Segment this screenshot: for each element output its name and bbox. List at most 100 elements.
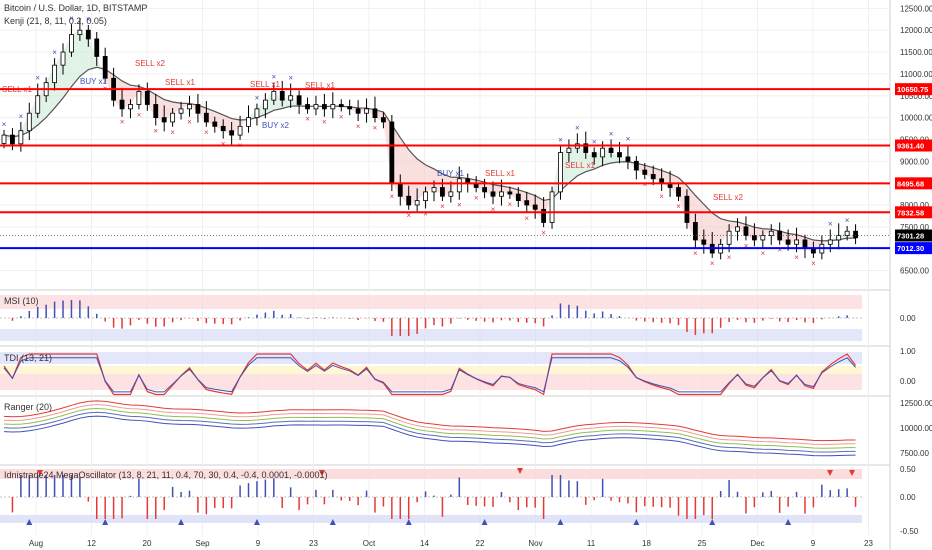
x-tick-label: Sep	[195, 539, 210, 548]
candle-body	[212, 121, 218, 127]
candle-body	[296, 95, 302, 105]
price-level-tag	[895, 83, 932, 96]
candle-body	[768, 230, 774, 236]
candle-body	[827, 239, 833, 245]
candle-body	[321, 104, 327, 110]
signal-label: BUY x1	[437, 169, 465, 178]
y-tick-label: 11000.00	[900, 70, 932, 79]
y-tick-label: 12000.00	[900, 26, 932, 35]
candle-body	[102, 56, 108, 79]
candle-body	[161, 117, 167, 123]
buy-marker: ×	[19, 112, 24, 121]
sell-marker: ×	[153, 126, 158, 135]
candle-body	[726, 230, 732, 245]
price-level-tag	[895, 242, 932, 255]
mega-buy-triangle	[481, 519, 488, 525]
candle-body	[499, 191, 504, 197]
mega-buy-triangle	[633, 519, 640, 525]
candle-body	[187, 104, 192, 110]
signal-label: SELL x1	[305, 81, 335, 90]
price-level-tag	[895, 229, 932, 242]
y-tick-label: 10000.00	[900, 114, 932, 123]
msi-lower-band	[0, 329, 862, 341]
mega-pane-title: Idnistrade24 MegaOscillator (13, 8, 21, …	[4, 470, 328, 480]
tdi-mid-band	[0, 366, 862, 374]
msi-upper-band	[0, 295, 862, 309]
sell-marker: ×	[811, 259, 816, 268]
candle-body	[170, 112, 176, 123]
candle-body	[853, 230, 858, 239]
tdi-tick: 0.00	[900, 377, 916, 386]
candle-body	[524, 200, 530, 206]
candle-body	[119, 99, 125, 110]
candle-body	[237, 125, 243, 136]
mega-lower-band	[0, 515, 862, 523]
mega-sell-triangle	[37, 470, 43, 476]
sell-marker: ×	[322, 118, 327, 127]
ranger-tick: 7500.00	[900, 449, 929, 458]
candle-body	[1, 134, 7, 144]
ma-cloud-segment	[568, 143, 578, 183]
sell-marker: ×	[474, 193, 479, 202]
candle-body	[203, 112, 209, 123]
candle-body	[305, 104, 310, 110]
sell-marker: ×	[794, 253, 799, 262]
ranger-tick: 10000.00	[900, 424, 932, 433]
mega-buy-triangle	[405, 519, 412, 525]
candle-body	[144, 90, 150, 105]
mega-buy-triangle	[557, 519, 564, 525]
candle-body	[617, 152, 622, 158]
signal-label: SELL x1	[165, 78, 195, 87]
signal-label: BUY x2	[262, 121, 290, 130]
tdi-lower-band	[0, 374, 862, 390]
candle-body	[77, 29, 83, 35]
candle-body	[456, 178, 462, 193]
ranger-tick: 12500.00	[900, 399, 932, 408]
candle-body	[35, 95, 41, 114]
mega-tick: 0.00	[900, 493, 916, 502]
candle-body	[94, 38, 100, 57]
buy-marker: ×	[2, 120, 7, 129]
candle-body	[431, 187, 437, 193]
y-tick-label: 7500.00	[900, 223, 929, 232]
candle-body	[811, 248, 816, 254]
x-tick-label: 11	[587, 539, 596, 548]
candle-body	[558, 152, 563, 193]
mega-buy-triangle	[785, 519, 792, 525]
sell-marker: ×	[744, 241, 749, 250]
mega-buy-triangle	[253, 519, 260, 525]
candle-body	[836, 235, 842, 241]
candle-body	[330, 104, 336, 110]
buy-marker: ×	[592, 137, 597, 146]
candle-body	[313, 104, 319, 110]
candle-body	[372, 108, 378, 119]
candle-body	[52, 64, 57, 84]
price-level-tag	[895, 139, 932, 152]
buy-marker: ×	[255, 94, 260, 103]
buy-marker: ×	[52, 48, 57, 57]
price-level-label: 10650.75	[897, 85, 928, 94]
chart-symbol-title: Bitcoin / U.S. Dollar, 1D, BITSTAMP	[4, 3, 148, 13]
candle-body	[18, 130, 24, 145]
x-tick-label: 9	[811, 539, 816, 548]
candle-body	[279, 90, 285, 101]
candle-body	[229, 130, 235, 136]
mega-buy-triangle	[329, 519, 336, 525]
ma-cloud-segment	[417, 158, 426, 201]
sell-marker: ×	[187, 118, 192, 127]
candle-body	[608, 147, 614, 153]
y-tick-label: 11500.00	[900, 48, 932, 57]
sell-marker: ×	[491, 205, 496, 214]
sell-marker: ×	[356, 122, 361, 131]
candle-body	[153, 104, 159, 119]
x-tick-label: Aug	[29, 539, 43, 548]
buy-marker: ×	[288, 74, 293, 83]
price-level-label: 7832.58	[897, 208, 924, 217]
x-tick-label: Nov	[528, 539, 542, 548]
candle-body	[262, 99, 268, 110]
ma-cloud-segment	[585, 152, 595, 172]
tdi-signal-line	[3, 357, 856, 393]
mega-upper-band	[0, 469, 862, 479]
ranger-band-line	[3, 407, 856, 449]
